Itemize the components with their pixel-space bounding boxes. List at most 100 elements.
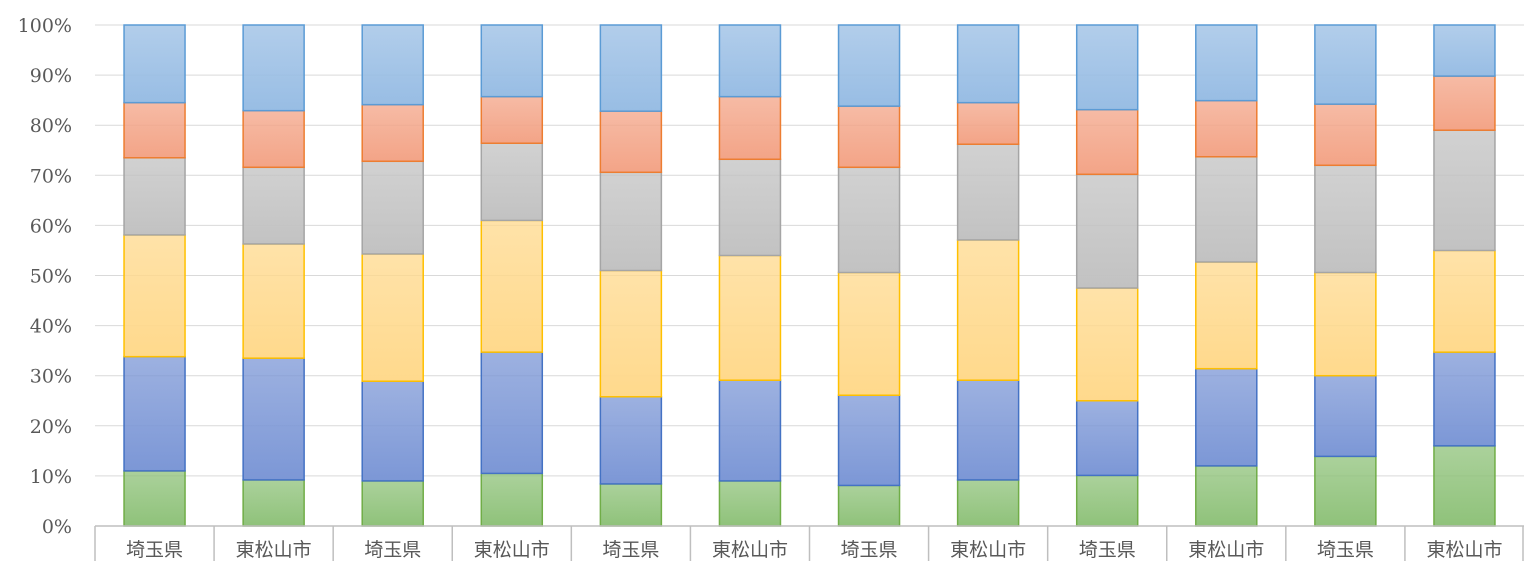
bar-segment xyxy=(361,380,424,482)
y-tick-label: 70% xyxy=(30,165,72,187)
bar-segment xyxy=(599,483,663,527)
y-tick-labels: 0% 10% 20% 30% 40% 50% 60% 70% 80% 90% 100% xyxy=(18,15,72,538)
bar-segment xyxy=(1433,24,1496,77)
x-tick-label: 埼玉県 xyxy=(1317,539,1374,561)
bar-stack xyxy=(1195,24,1258,527)
bar-stack xyxy=(837,24,901,527)
bar-segment xyxy=(718,24,782,98)
bar-segment xyxy=(1314,374,1377,458)
y-tick-label: 50% xyxy=(30,266,72,288)
y-tick-label: 80% xyxy=(30,115,72,137)
bar-segment xyxy=(480,24,544,98)
bar-segment xyxy=(599,395,663,485)
bar-segment xyxy=(123,355,186,472)
x-tick-label: 東松山市 xyxy=(712,539,788,561)
x-tick-label: 埼玉県 xyxy=(364,539,421,561)
bar-stack xyxy=(1314,24,1377,527)
bar-segment xyxy=(1075,287,1139,402)
x-tick-label: 埼玉県 xyxy=(126,539,183,561)
axes xyxy=(94,525,1524,561)
bar-segment xyxy=(599,269,663,398)
bar-stack xyxy=(361,24,424,527)
bar-segment xyxy=(1314,103,1377,167)
bar-segment xyxy=(123,101,186,159)
y-tick-label: 40% xyxy=(30,316,72,338)
bar-segment xyxy=(837,394,901,487)
bar-segment xyxy=(480,219,544,353)
bar-stack xyxy=(956,24,1020,527)
y-tick-label: 0% xyxy=(42,516,72,538)
bar-segment xyxy=(242,243,305,359)
y-tick-label: 10% xyxy=(30,466,72,488)
bar-segment xyxy=(718,480,782,527)
bar-segment xyxy=(361,103,424,163)
y-tick-label: 100% xyxy=(18,15,72,37)
bar-segment xyxy=(718,95,782,161)
bar-segment xyxy=(242,166,305,245)
bar-segment xyxy=(837,484,901,527)
bar-segment xyxy=(599,171,663,272)
x-tick-label: 東松山市 xyxy=(1426,539,1502,561)
bar-segment xyxy=(1195,99,1258,158)
bars xyxy=(123,24,1496,527)
bar-segment xyxy=(599,24,663,112)
bar-segment xyxy=(837,166,901,274)
bar-stack xyxy=(1433,24,1496,527)
bar-segment xyxy=(1314,164,1377,274)
bar-segment xyxy=(242,479,305,527)
bar-segment xyxy=(1075,24,1139,111)
bar-segment xyxy=(1075,108,1139,176)
bar-stack xyxy=(718,24,782,527)
bar-segment xyxy=(123,157,186,236)
bar-segment xyxy=(1195,24,1258,102)
bar-segment xyxy=(242,357,305,481)
bar-segment xyxy=(123,24,186,104)
x-tick-label: 東松山市 xyxy=(1188,539,1264,561)
bar-segment xyxy=(1433,445,1496,527)
bar-segment xyxy=(1195,261,1258,370)
bar-segment xyxy=(1075,400,1139,477)
bar-segment xyxy=(956,379,1020,481)
bar-segment xyxy=(361,480,424,527)
bar-stack xyxy=(242,24,305,527)
bar-segment xyxy=(718,158,782,257)
bar-segment xyxy=(1195,465,1258,527)
bar-segment xyxy=(837,24,901,107)
bar-segment xyxy=(956,24,1020,104)
bar-segment xyxy=(1075,173,1139,289)
bar-segment xyxy=(718,379,782,482)
bar-segment xyxy=(956,143,1020,241)
y-tick-label: 30% xyxy=(30,366,72,388)
gridlines xyxy=(95,24,1524,477)
bar-segment xyxy=(361,24,424,106)
x-tick-labels: 埼玉県 東松山市 埼玉県 東松山市 埼玉県 東松山市 埼玉県 東松山市 埼玉県 東松山市 埼玉県 東松… xyxy=(126,539,1502,561)
bar-stack xyxy=(599,24,663,527)
bar-segment xyxy=(599,110,663,174)
bar-segment xyxy=(837,271,901,396)
x-tick-label: 東松山市 xyxy=(236,539,312,561)
bar-segment xyxy=(1433,351,1496,447)
x-tick-label: 埼玉県 xyxy=(1079,539,1136,561)
y-tick-label: 20% xyxy=(30,416,72,438)
y-tick-label: 90% xyxy=(30,65,72,87)
x-tick-label: 東松山市 xyxy=(950,539,1026,561)
y-tick-label: 60% xyxy=(30,215,72,237)
bar-segment xyxy=(242,109,305,169)
bar-segment xyxy=(1433,129,1496,252)
bar-segment xyxy=(1314,455,1377,527)
bar-segment xyxy=(242,24,305,112)
bar-stack xyxy=(1075,24,1139,527)
bar-segment xyxy=(956,101,1020,145)
bar-segment xyxy=(1314,24,1377,105)
bar-segment xyxy=(956,479,1020,527)
bar-segment xyxy=(361,160,424,255)
bar-segment xyxy=(361,253,424,382)
bar-segment xyxy=(480,142,544,222)
x-tick-label: 埼玉県 xyxy=(602,539,659,561)
bar-segment xyxy=(1195,367,1258,467)
bar-segment xyxy=(123,470,186,527)
bar-segment xyxy=(1433,249,1496,353)
bar-segment xyxy=(1433,75,1496,131)
bar-segment xyxy=(480,95,544,144)
